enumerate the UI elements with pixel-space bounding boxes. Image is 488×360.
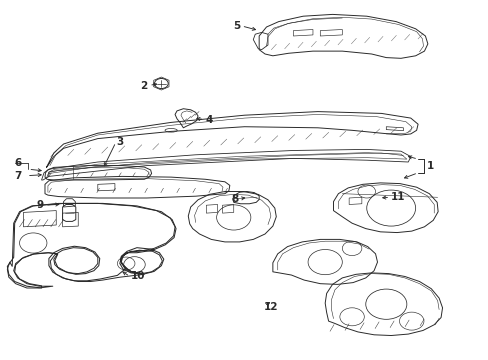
Text: 2: 2	[140, 81, 147, 91]
Text: 6: 6	[15, 158, 22, 168]
Text: 3: 3	[116, 137, 123, 147]
Text: 9: 9	[37, 200, 44, 210]
Text: 11: 11	[390, 192, 405, 202]
Text: 12: 12	[264, 302, 278, 312]
Text: 4: 4	[205, 114, 212, 125]
Text: 10: 10	[131, 271, 145, 282]
Text: 1: 1	[426, 161, 433, 171]
Text: 5: 5	[233, 21, 240, 31]
Text: 7: 7	[15, 171, 22, 181]
Text: 8: 8	[231, 194, 238, 204]
